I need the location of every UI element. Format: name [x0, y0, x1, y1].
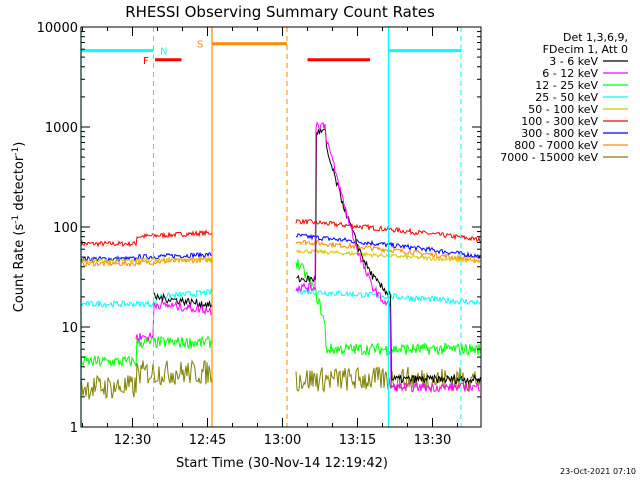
- x-tick-label: 13:30: [414, 433, 451, 448]
- legend-header-line-1: Det 1,3,6,9,: [563, 31, 628, 44]
- legend: Det 1,3,6,9, FDecim 1, Att 0 3 - 6 keV6 …: [500, 31, 628, 164]
- flag-label-night: N: [160, 47, 167, 58]
- chart-title: RHESSI Observing Summary Count Rates: [125, 3, 435, 21]
- legend-header-line-2: FDecim 1, Att 0: [543, 43, 628, 56]
- series-trace-3-6: [153, 128, 481, 385]
- x-tick-label: 12:45: [189, 433, 226, 448]
- legend-entry-label: 50 - 100 keV: [528, 103, 598, 116]
- series-trace-12-25: [81, 259, 481, 368]
- y-tick-label: 10000: [37, 21, 78, 36]
- legend-entry-label: 25 - 50 keV: [535, 91, 598, 104]
- legend-entry-label: 800 - 7000 keV: [514, 139, 598, 152]
- legend-entry-label: 12 - 25 keV: [535, 79, 598, 92]
- footer-date: 23-Oct-2021 07:10: [560, 467, 636, 476]
- legend-entry-label: 100 - 300 keV: [521, 115, 598, 128]
- y-tick-label: 1000: [45, 121, 78, 136]
- x-tick-label: 13:15: [339, 433, 376, 448]
- series-trace-25-50: [81, 287, 481, 309]
- series-trace-7000-15000: [81, 359, 481, 400]
- y-tick-label: 1: [70, 421, 78, 436]
- y-axis-label: Count Rate (s-1 detector-1): [11, 142, 27, 313]
- x-axis-label: Start Time (30-Nov-14 12:19:42): [176, 456, 388, 471]
- series-trace-100-300: [81, 218, 481, 248]
- legend-entry-label: 3 - 6 keV: [549, 55, 598, 68]
- y-tick-label: 10: [61, 321, 78, 336]
- flag-label-saa: S: [197, 40, 203, 51]
- y-tick-label: 100: [53, 221, 78, 236]
- x-tick-label: 13:00: [264, 433, 301, 448]
- legend-entry-label: 7000 - 15000 keV: [500, 151, 598, 164]
- legend-entry-label: 300 - 800 keV: [521, 127, 598, 140]
- x-tick-label: 12:30: [114, 433, 151, 448]
- series-trace-800-7000: [81, 239, 481, 268]
- flag-label-flare: F: [143, 56, 149, 67]
- legend-entry-label: 6 - 12 keV: [542, 67, 598, 80]
